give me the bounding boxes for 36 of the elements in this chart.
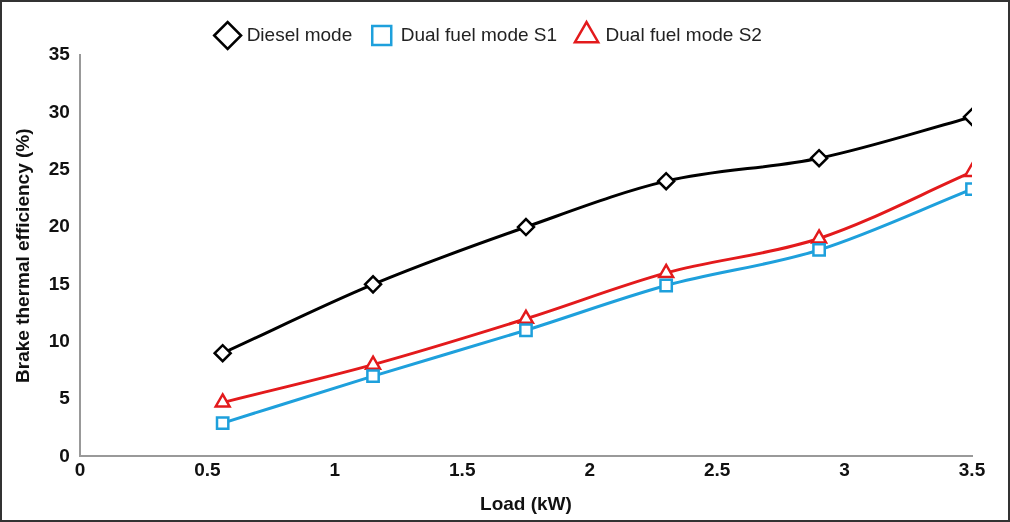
point bbox=[213, 343, 232, 363]
point bbox=[519, 323, 533, 338]
point bbox=[364, 355, 382, 370]
point bbox=[812, 243, 826, 257]
y-tick-label: 10 bbox=[48, 329, 70, 351]
legend-label: Diesel mode bbox=[246, 23, 353, 45]
point bbox=[659, 278, 674, 293]
y-tick-label: 35 bbox=[48, 43, 71, 65]
legend-label: Dual fuel mode S1 bbox=[400, 23, 558, 45]
x-tick-label: 3.5 bbox=[958, 459, 986, 481]
y-tick-label: 0 bbox=[59, 444, 70, 466]
point bbox=[809, 148, 829, 168]
point bbox=[656, 171, 676, 191]
y-tick-label: 5 bbox=[59, 387, 71, 409]
y-axis-title: Brake thermal efficiency (%) bbox=[11, 128, 33, 383]
point bbox=[366, 369, 380, 384]
point bbox=[516, 217, 536, 237]
point bbox=[657, 263, 675, 279]
x-tick-label: 0 bbox=[74, 459, 86, 481]
point bbox=[214, 393, 231, 408]
x-tick-label: 0.5 bbox=[194, 459, 222, 481]
point bbox=[810, 229, 828, 244]
x-tick-label: 3 bbox=[839, 459, 850, 481]
y-tick-label: 30 bbox=[48, 100, 70, 122]
point bbox=[517, 309, 535, 325]
y-tick-label: 25 bbox=[48, 157, 71, 179]
x-axis-title: Load (kW) bbox=[480, 492, 572, 514]
legend-label: Dual fuel mode S2 bbox=[605, 23, 762, 45]
point bbox=[363, 275, 383, 294]
x-tick-label: 2.5 bbox=[703, 459, 731, 481]
x-tick-label: 1.5 bbox=[449, 459, 476, 481]
x-tick-label: 2 bbox=[584, 459, 595, 481]
y-tick-label: 20 bbox=[48, 215, 70, 237]
point bbox=[215, 416, 230, 431]
y-tick-label: 15 bbox=[48, 272, 71, 294]
x-tick-label: 1 bbox=[329, 459, 341, 481]
